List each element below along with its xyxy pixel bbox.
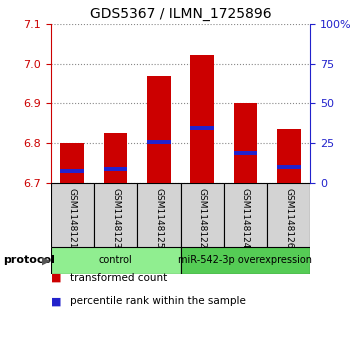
Title: GDS5367 / ILMN_1725896: GDS5367 / ILMN_1725896 xyxy=(90,7,271,21)
Text: miR-542-3p overexpression: miR-542-3p overexpression xyxy=(178,256,313,265)
Bar xyxy=(104,133,127,183)
Bar xyxy=(137,183,180,247)
Bar xyxy=(94,183,137,247)
Bar xyxy=(190,55,214,183)
Bar xyxy=(277,164,301,168)
Bar xyxy=(234,151,257,155)
Bar xyxy=(234,103,257,183)
Text: GSM1148121: GSM1148121 xyxy=(68,188,77,249)
Bar xyxy=(180,247,310,274)
Bar xyxy=(180,183,224,247)
Text: GSM1148122: GSM1148122 xyxy=(198,188,206,249)
Bar xyxy=(60,168,84,172)
Text: ■: ■ xyxy=(51,273,61,283)
Text: GSM1148125: GSM1148125 xyxy=(155,188,163,249)
Bar xyxy=(147,76,171,183)
Text: GSM1148124: GSM1148124 xyxy=(241,188,250,249)
Bar xyxy=(147,140,171,144)
Bar xyxy=(51,247,180,274)
Text: transformed count: transformed count xyxy=(70,273,168,283)
Text: ▶: ▶ xyxy=(42,256,50,265)
Bar xyxy=(267,183,310,247)
Text: ■: ■ xyxy=(51,296,61,306)
Bar xyxy=(104,167,127,171)
Text: GSM1148123: GSM1148123 xyxy=(111,188,120,249)
Bar xyxy=(190,126,214,130)
Bar xyxy=(277,130,301,183)
Bar xyxy=(60,143,84,183)
Text: protocol: protocol xyxy=(4,256,56,265)
Text: GSM1148126: GSM1148126 xyxy=(284,188,293,249)
Text: control: control xyxy=(99,256,132,265)
Bar xyxy=(224,183,267,247)
Bar xyxy=(51,183,94,247)
Text: percentile rank within the sample: percentile rank within the sample xyxy=(70,296,246,306)
